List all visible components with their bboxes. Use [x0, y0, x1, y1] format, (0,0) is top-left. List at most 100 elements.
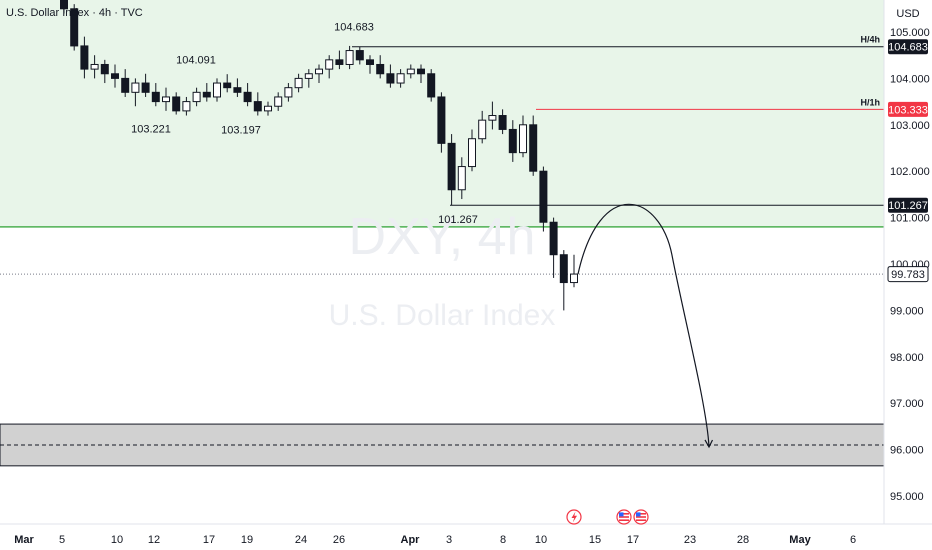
candle	[213, 78, 221, 102]
candle	[488, 101, 497, 130]
candle	[253, 92, 262, 116]
level-name: H/1h	[860, 97, 880, 107]
us-flag-icon[interactable]	[616, 509, 632, 525]
projection-path	[577, 203, 714, 449]
candle	[151, 83, 160, 107]
candle	[274, 92, 283, 111]
time-tick-label: May	[789, 534, 811, 546]
time-tick-label: 28	[737, 534, 749, 546]
candle	[468, 129, 476, 172]
svg-text:104.683: 104.683	[888, 42, 928, 54]
projection-curve	[577, 203, 710, 447]
candle	[172, 92, 181, 115]
time-axis[interactable]: Mar 5 10 12 17 19 24 26 Apr 3 8 10 15 17 23 28 May 6	[14, 534, 856, 546]
time-tick-label: Mar	[14, 534, 34, 546]
watermark-name: U.S. Dollar Index	[329, 299, 556, 332]
candle	[345, 45, 354, 70]
candle	[111, 64, 119, 88]
price-tick-label: 95.000	[890, 491, 924, 503]
candle	[304, 69, 313, 88]
swing-labels: 104.091 104.683 103.221 103.197 101.267	[131, 22, 478, 227]
currency-label: USD	[896, 8, 919, 20]
time-tick-label: 19	[241, 534, 253, 546]
swing-label: 103.197	[221, 125, 261, 137]
candle	[223, 74, 232, 93]
candle	[80, 36, 89, 79]
candle	[498, 109, 507, 135]
candle	[325, 55, 334, 79]
candle	[417, 64, 425, 84]
candle	[202, 83, 211, 102]
price-tick-label: 101.000	[890, 213, 930, 225]
price-badge: 99.783	[887, 266, 929, 283]
time-tick-label: 10	[111, 534, 123, 546]
price-tick-label: 99.000	[890, 305, 924, 317]
candle	[539, 166, 548, 232]
candle	[376, 55, 385, 79]
price-tick-label: 104.000	[890, 73, 930, 85]
arrow-head	[704, 439, 714, 449]
time-tick-label: Apr	[401, 534, 421, 546]
time-tick-label: 24	[295, 534, 307, 546]
time-tick-label: 10	[535, 534, 547, 546]
price-tick-label: 96.000	[890, 445, 924, 457]
candle	[549, 217, 558, 278]
candle	[386, 64, 395, 88]
swing-label: 103.221	[131, 124, 171, 136]
candle	[447, 134, 456, 206]
candle	[508, 120, 517, 162]
level-lines: H/4h H/1h	[0, 35, 884, 275]
svg-text:99.783: 99.783	[891, 269, 925, 281]
us-flag-icon[interactable]	[633, 509, 649, 525]
candle	[192, 87, 201, 107]
event-icons[interactable]	[566, 509, 649, 525]
price-badge: 103.333	[888, 101, 928, 117]
candle	[396, 69, 405, 88]
flash-event-icon[interactable]	[566, 509, 582, 525]
candle	[182, 96, 191, 116]
candle	[457, 157, 466, 200]
candle	[427, 69, 436, 102]
price-tick-label: 102.000	[890, 166, 930, 178]
candle	[233, 78, 242, 97]
candle	[141, 73, 150, 97]
swing-label: 104.091	[176, 54, 216, 66]
candle	[162, 87, 170, 111]
candle	[406, 64, 415, 79]
price-tick-label: 97.000	[890, 398, 924, 410]
time-tick-label: 3	[446, 534, 452, 546]
candle	[70, 4, 79, 51]
candle	[478, 110, 487, 144]
level-name: H/4h	[860, 35, 880, 45]
candle	[529, 115, 538, 176]
price-tick-label: 105.000	[890, 27, 930, 39]
swing-label: 101.267	[438, 214, 478, 226]
candle	[335, 50, 344, 70]
candle	[355, 46, 364, 65]
price-badge: 104.683	[888, 39, 928, 55]
candle	[437, 92, 446, 153]
time-tick-label: 17	[203, 534, 215, 546]
candle	[121, 69, 130, 97]
price-tick-label: 98.000	[890, 352, 924, 364]
time-tick-label: 17	[627, 534, 639, 546]
time-tick-label: 8	[500, 534, 506, 546]
candle	[264, 101, 272, 116]
svg-text:103.333: 103.333	[888, 104, 928, 116]
time-tick-label: 23	[684, 534, 696, 546]
candle	[315, 64, 323, 84]
swing-label: 104.683	[334, 22, 374, 34]
time-tick-label: 15	[589, 534, 601, 546]
candle	[60, 0, 68, 14]
candles	[60, 0, 578, 311]
price-axis[interactable]: 95.00096.00097.00098.00099.000100.000101…	[890, 27, 930, 503]
candle	[366, 55, 374, 74]
time-tick-label: 5	[59, 534, 65, 546]
candle	[570, 254, 578, 288]
candle	[284, 83, 293, 102]
candle	[519, 115, 527, 158]
price-badges: 104.683 103.333 101.267 99.783	[887, 39, 929, 283]
candle	[294, 73, 303, 93]
candle	[100, 59, 109, 84]
